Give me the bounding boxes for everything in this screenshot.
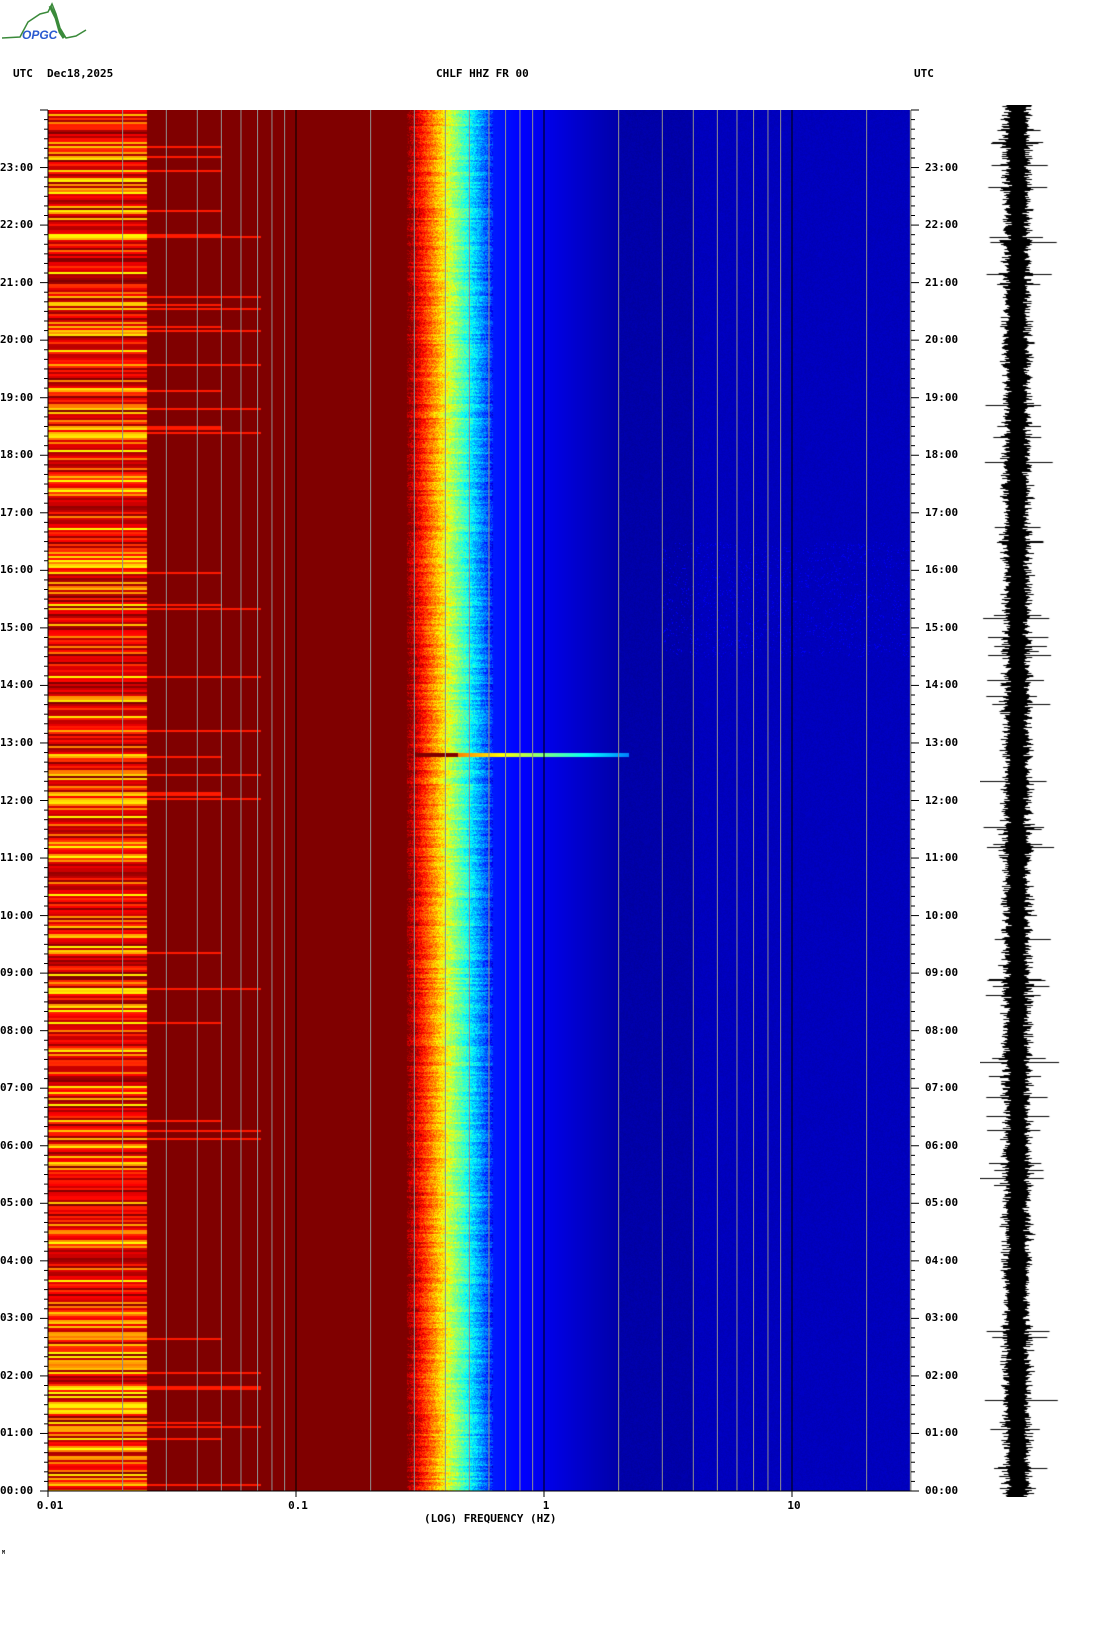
y-tick-label-right: 15:00 <box>925 620 959 634</box>
y-tick-label-right: 19:00 <box>925 390 959 404</box>
y-tick-label-left: 11:00 <box>0 851 34 865</box>
y-tick-label-right: 16:00 <box>925 563 959 577</box>
y-tick-label-left: 12:00 <box>0 793 34 807</box>
y-tick-label-left: 17:00 <box>0 505 34 519</box>
y-tick-label-right: 14:00 <box>925 678 959 692</box>
y-tick-label-left: 15:00 <box>0 620 34 634</box>
svg-text:OPGC: OPGC <box>22 28 58 42</box>
y-tick-label-right: 08:00 <box>925 1023 959 1037</box>
y-tick-label-right: 01:00 <box>925 1426 959 1440</box>
footer-mark: M <box>2 1550 6 1556</box>
opgc-logo: OPGC <box>0 0 90 42</box>
y-tick-label-left: 03:00 <box>0 1311 34 1325</box>
y-tick-label-right: 21:00 <box>925 275 959 289</box>
y-tick-label-left: 09:00 <box>0 966 34 980</box>
x-tick-label: 0.01 <box>36 1499 64 1512</box>
y-tick-label-left: 10:00 <box>0 908 34 922</box>
y-tick-label-left: 20:00 <box>0 333 34 347</box>
y-tick-label-right: 09:00 <box>925 966 959 980</box>
y-tick-label-right: 06:00 <box>925 1138 959 1152</box>
y-tick-label-left: 23:00 <box>0 160 34 174</box>
y-tick-label-left: 01:00 <box>0 1426 34 1440</box>
y-tick-label-left: 19:00 <box>0 390 34 404</box>
y-tick-label-right: 02:00 <box>925 1368 959 1382</box>
y-tick-label-right: 07:00 <box>925 1081 959 1095</box>
spectrogram-heatmap <box>48 110 911 1491</box>
date-label: Dec18,2025 <box>47 67 114 80</box>
y-tick-label-left: 00:00 <box>0 1484 34 1497</box>
right-timezone-label: UTC <box>914 67 934 80</box>
y-tick-label-right: 17:00 <box>925 505 959 519</box>
y-tick-label-left: 04:00 <box>0 1253 34 1267</box>
y-tick-label-right: 20:00 <box>925 333 959 347</box>
x-tick-label: 0.1 <box>288 1499 308 1512</box>
y-tick-label-left: 21:00 <box>0 275 34 289</box>
y-tick-label-left: 07:00 <box>0 1081 34 1095</box>
chart-title: CHLF HHZ FR 00 <box>436 67 529 80</box>
y-tick-label-right: 05:00 <box>925 1196 959 1210</box>
x-tick-label: 10 <box>787 1499 801 1512</box>
y-tick-label-right: 12:00 <box>925 793 959 807</box>
mountain-logo-icon: OPGC <box>1 2 87 42</box>
y-tick-label-left: 08:00 <box>0 1023 34 1037</box>
y-tick-label-right: 22:00 <box>925 218 959 232</box>
y-tick-label-left: 14:00 <box>0 678 34 692</box>
y-tick-label-left: 18:00 <box>0 448 34 462</box>
y-tick-label-right: 03:00 <box>925 1311 959 1325</box>
y-tick-label-right: 13:00 <box>925 735 959 749</box>
y-tick-label-right: 11:00 <box>925 851 959 865</box>
y-tick-label-right: 10:00 <box>925 908 959 922</box>
x-axis-title: (LOG) FREQUENCY (HZ) <box>424 1512 557 1525</box>
y-tick-label-left: 13:00 <box>0 735 34 749</box>
y-tick-label-right: 00:00 <box>925 1484 959 1497</box>
y-tick-label-right: 18:00 <box>925 448 959 462</box>
seismogram-trace <box>980 105 1060 1497</box>
y-tick-label-left: 02:00 <box>0 1368 34 1382</box>
y-tick-label-left: 22:00 <box>0 218 34 232</box>
y-tick-label-right: 23:00 <box>925 160 959 174</box>
x-tick-label: 1 <box>542 1499 550 1512</box>
y-tick-label-left: 06:00 <box>0 1138 34 1152</box>
left-timezone-label: UTC <box>13 67 33 80</box>
y-tick-label-left: 05:00 <box>0 1196 34 1210</box>
y-tick-label-left: 16:00 <box>0 563 34 577</box>
y-tick-label-right: 04:00 <box>925 1253 959 1267</box>
